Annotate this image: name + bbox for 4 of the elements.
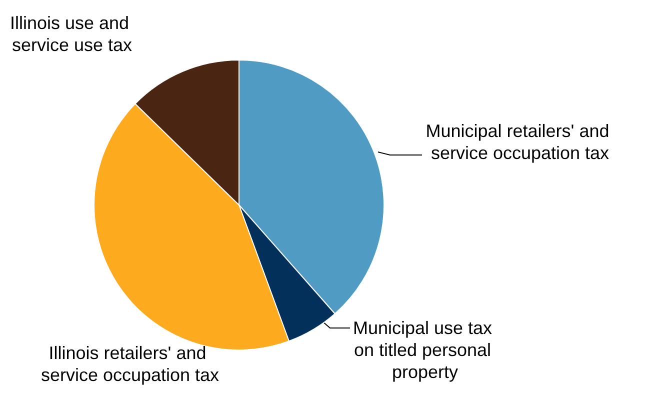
slice-label: Illinois use and service use tax: [10, 13, 134, 55]
slice-label: Municipal use tax on titled personal property: [352, 318, 498, 382]
slice-label: Illinois retailers' and service occupation tax: [40, 343, 220, 385]
slice-label: Municipal retailers' and service occupation tax: [426, 121, 614, 163]
